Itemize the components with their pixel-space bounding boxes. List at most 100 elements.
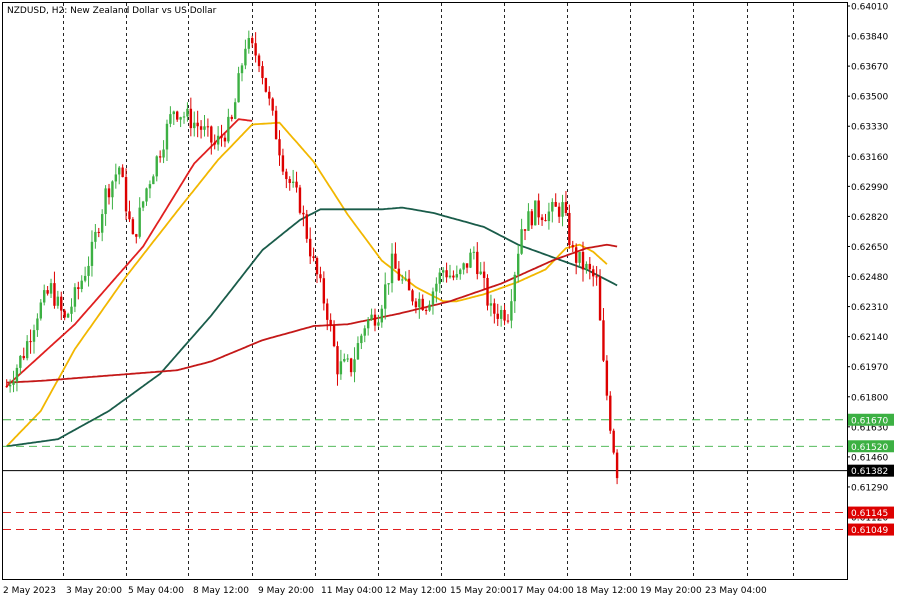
candle-body — [305, 214, 308, 239]
candle-body — [537, 200, 540, 218]
candle-body — [564, 202, 568, 213]
candle-body — [233, 102, 237, 119]
candle-body — [22, 355, 25, 359]
candle-body — [203, 126, 206, 130]
candle-body — [605, 360, 609, 396]
x-tick-label: 11 May 04:00 — [321, 586, 383, 596]
x-tick-label: 9 May 20:00 — [258, 586, 314, 596]
candle-body — [506, 320, 510, 322]
candle-body — [118, 167, 121, 175]
candle-body — [193, 122, 196, 129]
x-tick-label: 8 May 12:00 — [193, 586, 249, 596]
candle-body — [158, 156, 162, 158]
y-tick-label: 0.62480 — [851, 273, 888, 283]
candle-body — [336, 346, 339, 375]
candle-body — [592, 269, 595, 277]
candle-body — [602, 320, 605, 361]
candle-body — [513, 274, 516, 302]
candle-body — [107, 188, 111, 198]
candle-body — [8, 384, 12, 387]
candle-body — [401, 279, 404, 281]
candle-body — [574, 247, 578, 263]
candle-body — [274, 110, 278, 140]
candle-body — [145, 188, 148, 202]
candle-body — [588, 263, 592, 270]
candle-body — [135, 234, 138, 237]
y-tick-label: 0.61970 — [851, 363, 888, 373]
candle-body — [124, 177, 128, 212]
candle-body — [496, 313, 499, 319]
candle-body — [278, 139, 281, 156]
candle-body — [428, 304, 431, 311]
candle-body — [179, 117, 182, 120]
candle-body — [80, 280, 83, 289]
candle-body — [424, 309, 428, 311]
candle-body — [240, 65, 244, 74]
candle-body — [172, 111, 175, 115]
candle-body — [479, 271, 482, 275]
candle-body — [459, 269, 462, 275]
candle-body — [165, 123, 169, 150]
candle-body — [540, 217, 544, 221]
candle-body — [12, 381, 15, 385]
candle-body — [609, 395, 612, 431]
candle-body — [523, 229, 527, 231]
y-tick-label: 0.63500 — [851, 93, 888, 103]
candle-body — [370, 314, 373, 320]
y-tick-label: 0.62990 — [851, 183, 888, 193]
candle-body — [189, 108, 193, 129]
candle-body — [298, 187, 302, 213]
candle-body — [186, 108, 189, 117]
x-tick-label: 18 May 12:00 — [576, 586, 638, 596]
candle-body — [455, 274, 459, 278]
candle-body — [53, 283, 56, 306]
candle-body — [288, 179, 291, 183]
y-tick-label: 0.63160 — [851, 153, 888, 163]
candle-body — [329, 319, 332, 326]
candle-body — [176, 111, 179, 120]
candle-body — [39, 302, 43, 319]
y-tick-label: 0.61290 — [851, 483, 888, 493]
x-tick-label: 19 May 20:00 — [640, 586, 702, 596]
candle-body — [182, 116, 186, 118]
candle-body — [414, 301, 418, 308]
candle-body — [612, 430, 615, 453]
candle-body — [19, 355, 22, 368]
candle-body — [94, 231, 97, 242]
candle-body — [210, 126, 213, 143]
current-price-label: 0.61382 — [851, 467, 888, 477]
candle-body — [206, 126, 210, 128]
y-tick-label: 0.61460 — [851, 453, 888, 463]
y-tick-label: 0.61630 — [851, 423, 888, 433]
candle-body — [322, 278, 326, 304]
candle-body — [349, 358, 353, 373]
candle-body — [87, 265, 90, 276]
candle-body — [397, 268, 401, 281]
candle-body — [489, 303, 493, 306]
candle-body — [196, 122, 199, 127]
candle-body — [291, 181, 295, 183]
y-tick-label: 0.62310 — [851, 303, 888, 313]
candle-body — [469, 252, 472, 268]
candle-body — [5, 386, 8, 388]
ma-mid-line — [6, 121, 608, 447]
candle-body — [121, 167, 124, 178]
target-2-tag — [848, 523, 894, 536]
y-tick-label: 0.63670 — [851, 63, 888, 73]
candle-body — [343, 358, 346, 362]
candle-body — [155, 156, 158, 177]
candle-body — [520, 229, 523, 254]
candle-body — [131, 219, 135, 235]
x-tick-label: 3 May 20:00 — [66, 586, 122, 596]
candle-body — [285, 171, 288, 180]
candle-body — [169, 114, 172, 124]
candle-body — [445, 270, 448, 278]
candle-body — [90, 241, 94, 266]
candle-body — [70, 306, 73, 314]
candle-body — [465, 263, 469, 268]
candle-body — [346, 358, 349, 360]
y-tick-label: 0.62140 — [851, 333, 888, 343]
candle-body — [615, 452, 619, 479]
